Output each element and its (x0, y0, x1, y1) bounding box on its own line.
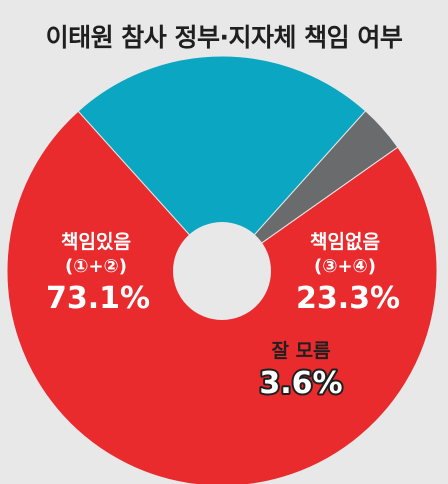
chart-title: 이태원 참사 정부·지자체 책임 여부 (45, 23, 403, 52)
slice-no (77, 55, 367, 272)
slice-label-no: 책임없음 (310, 231, 380, 253)
slice-sublabel-no: (③+④) (314, 256, 376, 277)
slice-value-yes: 73.1% (46, 281, 150, 316)
slice-value-unknown: 3.6% (259, 366, 342, 401)
slice-sublabel-yes: (①+②) (65, 256, 127, 277)
slice-value-no: 23.3% (296, 281, 400, 316)
donut-hole (173, 222, 271, 320)
slice-label-yes: 책임있음 (61, 231, 131, 253)
slice-label-unknown: 잘 모름 (271, 340, 330, 362)
